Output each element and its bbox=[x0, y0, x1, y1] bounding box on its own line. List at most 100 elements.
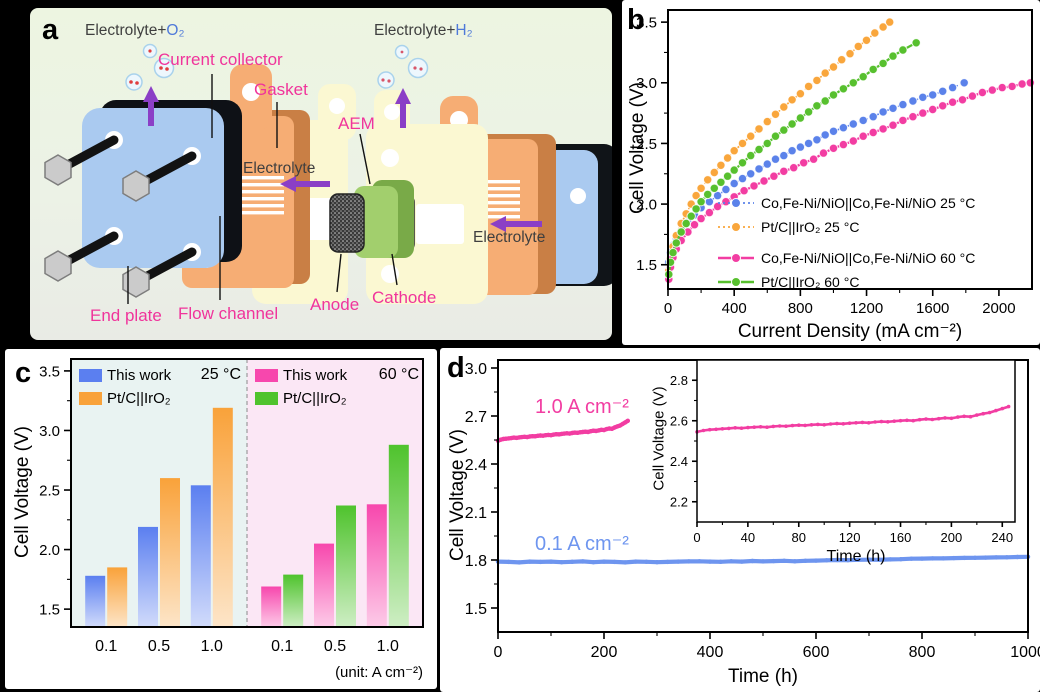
svg-text:0.5: 0.5 bbox=[324, 638, 346, 655]
svg-text:3.5: 3.5 bbox=[39, 363, 60, 380]
bolt-hole bbox=[570, 188, 586, 204]
panel-a-schematic: a bbox=[30, 8, 618, 340]
bolt-hole bbox=[381, 149, 399, 167]
svg-text:400: 400 bbox=[697, 644, 724, 661]
svg-text:0.5: 0.5 bbox=[148, 638, 170, 655]
legend-entry: This work bbox=[79, 364, 171, 387]
bolt-heads bbox=[44, 154, 150, 298]
svg-text:240: 240 bbox=[991, 530, 1013, 545]
label-current-collector: Current collector bbox=[158, 50, 283, 69]
legend-label: This work bbox=[107, 367, 172, 384]
gas-label-oxygen-formula: O₂ bbox=[166, 22, 185, 39]
inset-y-axis-title: Cell Voltage (V) bbox=[650, 386, 668, 491]
svg-text:0.1: 0.1 bbox=[271, 638, 293, 655]
electrolyte-arrow-left bbox=[280, 176, 330, 192]
svg-text:0: 0 bbox=[693, 530, 700, 545]
legend-entry: Pt/C||IrO₂ bbox=[255, 387, 347, 410]
svg-text:800: 800 bbox=[909, 644, 936, 661]
panel-d-x-axis-title: Time (h) bbox=[727, 666, 799, 687]
gas-arrow-right bbox=[395, 88, 411, 128]
svg-text:3.5: 3.5 bbox=[636, 15, 657, 32]
legend-entry: Pt/C||IrO₂ 25 °C bbox=[717, 215, 975, 239]
inset-stability-plot: 0 40 80 120 160 200 240 2.2 2.4 2.6 2.8 bbox=[670, 359, 1016, 545]
panel-d-y-axis-title: Cell Voltage (V) bbox=[447, 429, 468, 562]
svg-text:1.5: 1.5 bbox=[465, 601, 487, 618]
svg-text:2.0: 2.0 bbox=[636, 196, 657, 213]
svg-text:1.5: 1.5 bbox=[636, 257, 657, 274]
tab-hole bbox=[329, 98, 345, 114]
legend-entry: Co,Fe-Ni/NiO||Co,Fe-Ni/NiO 60 °C bbox=[717, 246, 975, 270]
panel-letter-c: c bbox=[15, 357, 32, 389]
svg-text:160: 160 bbox=[890, 530, 912, 545]
svg-text:1200: 1200 bbox=[850, 300, 883, 317]
svg-text:800: 800 bbox=[788, 300, 813, 317]
svg-text:1600: 1600 bbox=[916, 300, 949, 317]
svg-text:200: 200 bbox=[941, 530, 963, 545]
legend-entry: Co,Fe-Ni/NiO||Co,Fe-Ni/NiO 25 °C bbox=[717, 191, 975, 215]
legend-swatch bbox=[255, 392, 278, 405]
gas-arrow-left bbox=[143, 86, 159, 126]
svg-text:2.5: 2.5 bbox=[39, 482, 60, 499]
label-end-plate: End plate bbox=[90, 306, 162, 325]
legend-entry: Pt/C||IrO₂ bbox=[79, 387, 171, 410]
svg-text:1.5: 1.5 bbox=[39, 602, 60, 619]
inset-x-axis-title: Time (h) bbox=[826, 548, 886, 565]
label-electrolyte-left: Electrolyte bbox=[243, 160, 316, 177]
label-anode: Anode bbox=[310, 295, 360, 314]
svg-text:120: 120 bbox=[839, 530, 861, 545]
legend-marker-solid bbox=[718, 253, 754, 263]
electrolyte-arrow-right bbox=[490, 216, 542, 232]
svg-text:0: 0 bbox=[494, 644, 503, 661]
panel-c-legend-25c: This work Pt/C||IrO₂ bbox=[79, 364, 171, 410]
legend-label: This work bbox=[283, 367, 348, 384]
svg-text:1.0: 1.0 bbox=[377, 638, 399, 655]
svg-text:40: 40 bbox=[741, 530, 755, 545]
gas-label-hydrogen: Electrolyte+H₂ bbox=[374, 22, 473, 40]
panel-letter-b: b bbox=[627, 4, 645, 36]
panel-b-polarization-chart: b 0 400 800 1200 1600 2000 1.5 2.0 2.5 3.0 3.5 Cel… bbox=[622, 0, 1040, 345]
svg-text:3.0: 3.0 bbox=[465, 361, 487, 378]
legend-label: Pt/C||IrO₂ bbox=[283, 390, 347, 407]
legend-swatch bbox=[79, 369, 102, 382]
svg-text:0: 0 bbox=[664, 300, 672, 317]
svg-text:3.0: 3.0 bbox=[636, 75, 657, 92]
svg-text:2.5: 2.5 bbox=[636, 136, 657, 153]
temperature-label-25c: 25 °C bbox=[200, 366, 241, 383]
legend-marker-dotted bbox=[718, 198, 754, 208]
svg-text:2.6: 2.6 bbox=[670, 413, 688, 428]
panel-letter-a: a bbox=[42, 14, 59, 46]
annotation-1a: 1.0 A cm⁻² bbox=[535, 396, 629, 418]
anode-electrode bbox=[329, 193, 365, 253]
tab-hole bbox=[242, 83, 260, 101]
flow-channel-right bbox=[472, 180, 520, 219]
panel-b-legend: Co,Fe-Ni/NiO||Co,Fe-Ni/NiO 25 °C Pt/C||I… bbox=[717, 191, 975, 294]
svg-text:2.7: 2.7 bbox=[465, 409, 487, 426]
svg-text:1.0: 1.0 bbox=[201, 638, 223, 655]
polarization-curves-plot: 0 400 800 1200 1600 2000 1.5 2.0 2.5 3.0 3.5 bbox=[636, 9, 1035, 317]
gas-molecules-right bbox=[381, 50, 423, 83]
legend-marker-dotted bbox=[718, 222, 754, 232]
svg-text:2.2: 2.2 bbox=[670, 494, 688, 509]
panel-b-x-axis-title: Current Density (mA cm⁻²) bbox=[737, 321, 963, 342]
gas-molecules-left bbox=[129, 49, 169, 85]
svg-text:0.1: 0.1 bbox=[95, 638, 117, 655]
svg-text:3.0: 3.0 bbox=[39, 423, 60, 440]
legend-label: Pt/C||IrO₂ bbox=[107, 390, 171, 407]
label-cathode: Cathode bbox=[372, 288, 437, 307]
svg-text:600: 600 bbox=[803, 644, 830, 661]
panel-c-legend-60c: This work Pt/C||IrO₂ bbox=[255, 364, 347, 410]
legend-entry: This work bbox=[255, 364, 347, 387]
gas-label-hydrogen-prefix: Electrolyte+ bbox=[374, 22, 456, 39]
unit-note: (unit: A cm⁻²) bbox=[335, 664, 423, 681]
label-gasket: Gasket bbox=[254, 80, 308, 99]
label-leader-lines bbox=[127, 74, 398, 304]
legend-swatch bbox=[79, 392, 102, 405]
voltage-comparison-bars-plot: 0.1 0.5 1.0 0.1 0.5 1.0 1.5 2.0 2.5 3.0 3.5 bbox=[39, 358, 424, 655]
svg-text:2.4: 2.4 bbox=[465, 457, 487, 474]
aem-membrane bbox=[354, 186, 398, 258]
label-electrolyte-right: Electrolyte bbox=[473, 229, 546, 246]
annotation-01a: 0.1 A cm⁻² bbox=[535, 533, 629, 555]
legend-marker-solid bbox=[718, 277, 754, 287]
gas-label-hydrogen-formula: H₂ bbox=[455, 22, 473, 39]
